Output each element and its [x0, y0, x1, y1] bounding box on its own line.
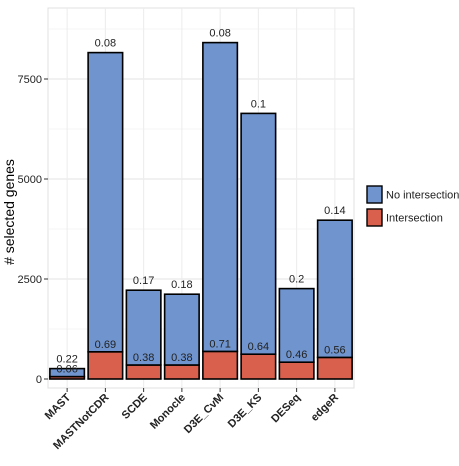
y-tick-label: 0	[36, 374, 42, 386]
x-tick-label: edgeR	[309, 392, 341, 424]
bar-intersection	[316, 356, 353, 380]
data-label-intersection: 0.69	[95, 339, 116, 351]
x-tick-label: D3E_CvM	[182, 392, 226, 436]
data-label-intersection: 0.71	[209, 338, 230, 350]
legend-swatch	[366, 208, 383, 227]
y-axis: 0 2500 5000 7500	[18, 74, 48, 386]
x-tick-label: DESeq	[269, 392, 303, 426]
data-label-no-intersection: 0.22	[56, 354, 77, 366]
x-tick-label: MAST	[43, 391, 74, 422]
legend-label: Intersection	[386, 213, 443, 225]
bar-no-intersection	[202, 41, 239, 353]
bar-intersection	[278, 361, 315, 380]
bar-no-intersection	[49, 367, 86, 378]
bar-intersection	[240, 353, 277, 380]
bar-no-intersection	[316, 219, 353, 359]
y-axis-label: # selected genes	[1, 159, 17, 265]
bar-no-intersection	[125, 289, 162, 366]
x-tick-label: Monocle	[148, 392, 188, 432]
bars: 0.220.06 0.08 0.69 0.17 0.38 0.18 0.38 0.08 0.71…	[49, 28, 353, 380]
bar-intersection	[125, 364, 162, 380]
legend-swatch	[366, 185, 383, 204]
data-label-intersection: 0.64	[248, 341, 269, 353]
legend: No intersection Intersection	[366, 185, 459, 227]
data-label-no-intersection: 0.08	[95, 38, 116, 50]
data-label-intersection: 0.56	[324, 344, 345, 356]
y-tick-label: 5000	[18, 174, 42, 186]
data-label-intersection: 0.38	[133, 352, 154, 364]
data-label-no-intersection: 0.14	[324, 205, 345, 217]
data-label-no-intersection: 0.2	[289, 274, 304, 286]
bar-no-intersection	[278, 287, 315, 364]
x-tick-label: D3E_KS	[226, 392, 265, 431]
data-label-no-intersection: 0.18	[171, 279, 192, 291]
y-tick-label: 7500	[18, 74, 42, 86]
data-label-no-intersection: 0.1	[251, 98, 266, 110]
data-label-no-intersection: 0.08	[209, 28, 230, 40]
data-label-intersection: 0.06	[56, 364, 77, 376]
bar-no-intersection	[87, 51, 124, 353]
bar-intersection	[202, 350, 239, 380]
x-tick-label: SCDE	[120, 392, 150, 422]
bar-intersection	[163, 364, 200, 380]
bar-no-intersection	[240, 112, 277, 356]
bar-no-intersection	[163, 293, 200, 366]
data-label-no-intersection: 0.17	[133, 275, 154, 287]
bar-intersection	[87, 350, 124, 380]
data-label-intersection: 0.38	[171, 352, 192, 364]
data-label-intersection: 0.46	[286, 349, 307, 361]
legend-label: No intersection	[386, 190, 459, 202]
y-tick-label: 2500	[18, 274, 42, 286]
